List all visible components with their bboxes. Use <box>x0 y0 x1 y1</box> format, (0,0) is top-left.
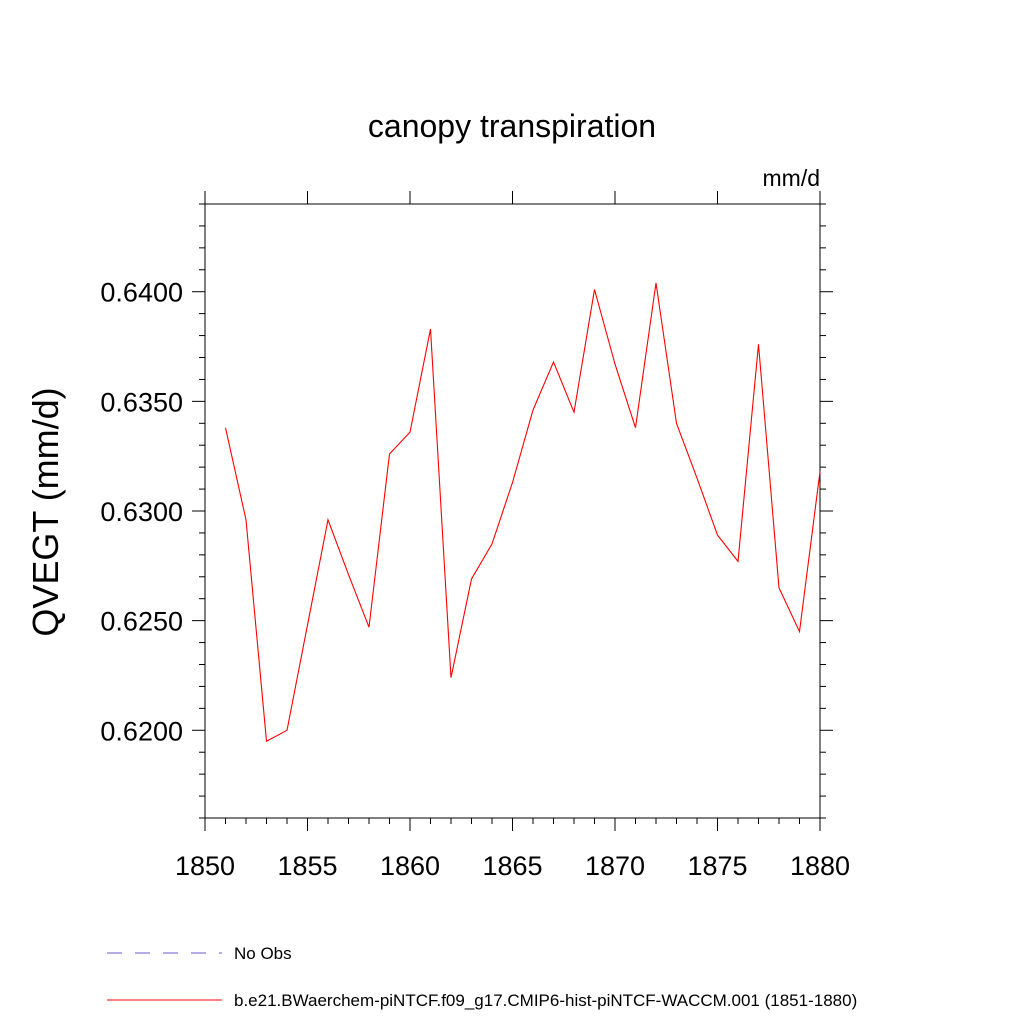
y-tick-label: 0.6300 <box>100 497 183 527</box>
x-tick-label: 1855 <box>277 851 337 881</box>
y-tick-label: 0.6350 <box>100 387 183 417</box>
legend-label: No Obs <box>234 944 292 963</box>
x-tick-label: 1850 <box>175 851 235 881</box>
x-tick-label: 1865 <box>482 851 542 881</box>
series-line <box>224 282 821 743</box>
y-tick-label: 0.6250 <box>100 607 183 637</box>
plot-frame <box>204 203 821 819</box>
chart-title: canopy transpiration <box>368 108 656 144</box>
legend-label: b.e21.BWaerchem-piNTCF.f09_g17.CMIP6-his… <box>234 991 857 1010</box>
x-tick-label: 1870 <box>585 851 645 881</box>
x-tick-label: 1880 <box>790 851 850 881</box>
y-tick-label: 0.6400 <box>100 278 183 308</box>
y-axis-tick-labels: 0.6200 0.6250 0.6300 0.6350 0.6400 <box>100 278 183 747</box>
x-axis-tick-labels: 1850 1855 1860 1865 1870 1875 1880 <box>175 851 850 881</box>
y-tick-label: 0.6200 <box>100 716 183 746</box>
y-axis-ticks <box>192 203 833 819</box>
x-tick-label: 1875 <box>687 851 747 881</box>
legend: No Obs b.e21.BWaerchem-piNTCF.f09_g17.CMI… <box>107 944 857 1010</box>
y-axis-label: QVEGT (mm/d) <box>25 387 66 636</box>
series-lines <box>224 282 821 743</box>
x-axis-ticks <box>204 191 821 831</box>
x-tick-label: 1860 <box>380 851 440 881</box>
units-label: mm/d <box>763 165 821 191</box>
